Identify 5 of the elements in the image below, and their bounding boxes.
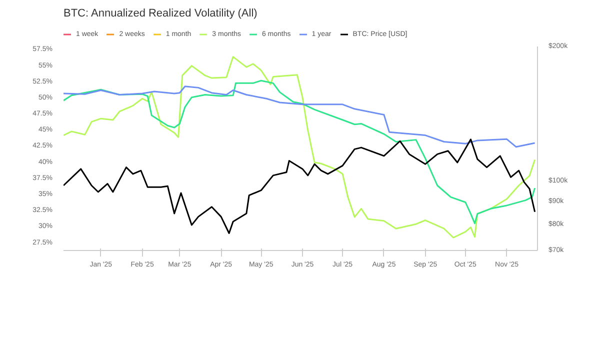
line-series	[64, 56, 536, 238]
chart-title: BTC: Annualized Realized Volatility (All)	[64, 8, 258, 20]
line-series	[64, 80, 536, 224]
line-series	[64, 138, 536, 234]
line-series	[64, 86, 536, 148]
